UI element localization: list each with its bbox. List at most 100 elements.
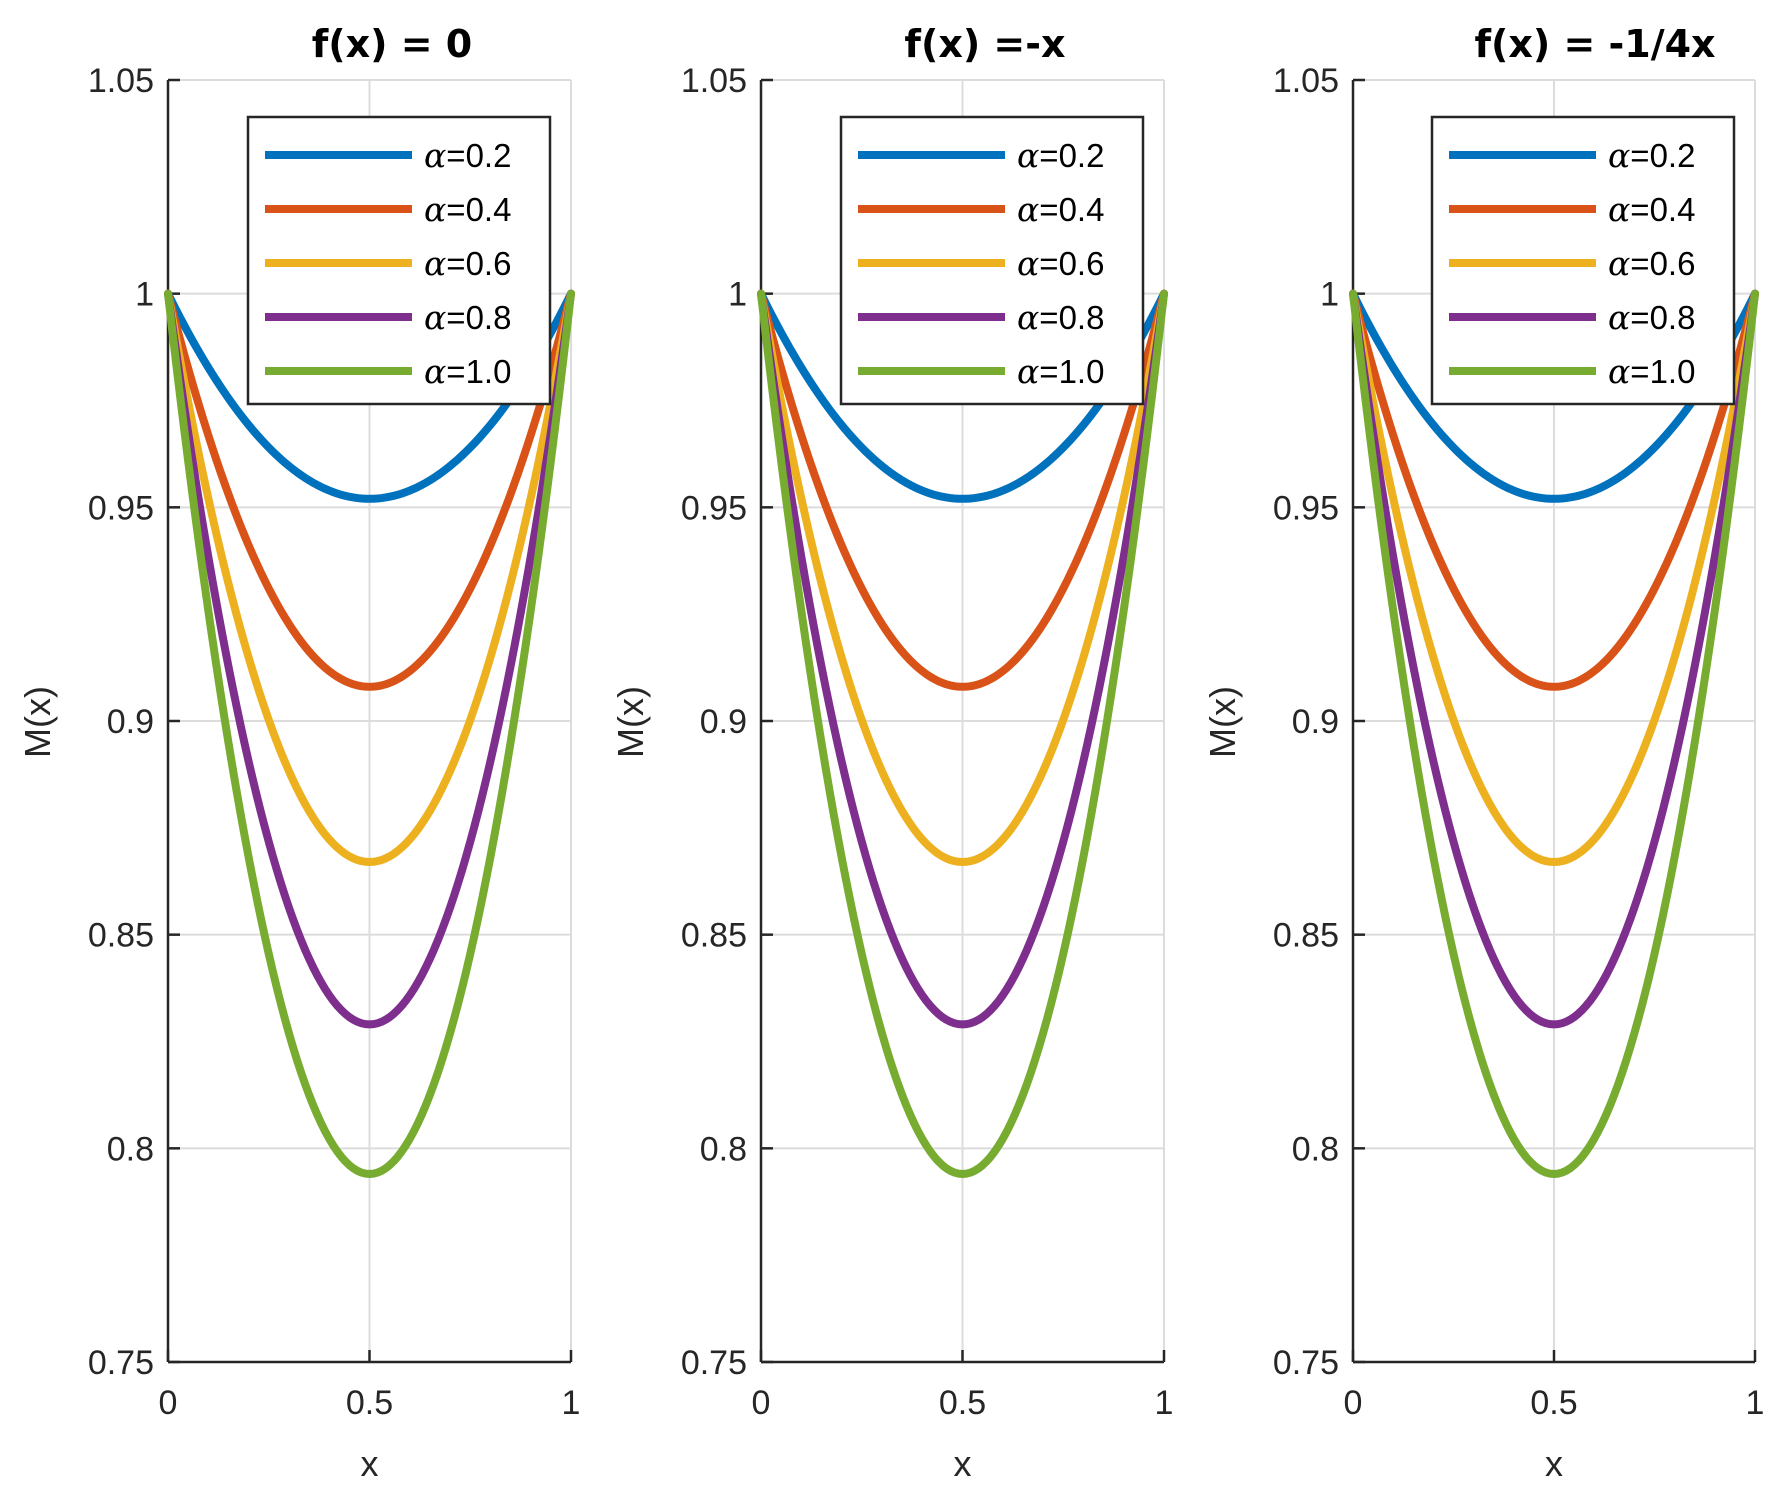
chart-title: f(x) = -1/4x <box>1474 22 1715 66</box>
series-line-2 <box>164 289 575 691</box>
legend-label-5: α=1.0 <box>424 352 511 391</box>
legend-alpha-value: =0.8 <box>446 299 511 336</box>
y-tick-label: 0.75 <box>88 1344 154 1382</box>
legend-label-4: α=0.8 <box>1017 298 1104 337</box>
legend: α=0.2α=0.4α=0.6α=0.8α=1.0 <box>1430 115 1736 406</box>
legend-alpha-value: =0.2 <box>446 137 511 174</box>
y-tick-label: 0.9 <box>700 703 747 741</box>
y-tick-label: 1.05 <box>681 62 747 100</box>
x-tick-label: 0.5 <box>939 1384 986 1422</box>
legend-alpha-value: =1.0 <box>1630 353 1695 390</box>
legend-label-1: α=0.2 <box>1017 136 1104 175</box>
y-axis-label: M(x) <box>610 686 651 758</box>
legend-alpha-value: =0.4 <box>1630 191 1695 228</box>
chart-title: f(x) = 0 <box>312 22 473 66</box>
y-axis-label: M(x) <box>17 686 58 758</box>
y-tick-label: 0.9 <box>1292 703 1339 741</box>
series-line-2 <box>757 289 1168 691</box>
legend-alpha-symbol: α <box>424 298 446 337</box>
legend-alpha-value: =0.4 <box>446 191 511 228</box>
y-tick-label: 1 <box>728 276 747 314</box>
legend-label-4: α=0.8 <box>1608 298 1695 337</box>
y-tick-label: 0.75 <box>1273 1344 1339 1382</box>
series-line-5 <box>164 289 575 1178</box>
x-tick-label: 0.5 <box>346 1384 393 1422</box>
legend-alpha-value: =0.6 <box>1630 245 1695 282</box>
legend-label-4: α=0.8 <box>424 298 511 337</box>
x-tick-label: 0.5 <box>1530 1384 1577 1422</box>
x-tick-label: 1 <box>1155 1384 1174 1422</box>
y-tick-label: 0.75 <box>681 1344 747 1382</box>
legend-alpha-value: =1.0 <box>1039 353 1104 390</box>
y-tick-label: 1.05 <box>88 62 154 100</box>
series-line-3 <box>164 289 575 867</box>
y-tick-label: 0.85 <box>88 917 154 955</box>
x-tick-label: 0 <box>752 1384 771 1422</box>
legend-alpha-symbol: α <box>1608 352 1630 391</box>
legend-alpha-symbol: α <box>1017 190 1039 229</box>
legend-label-2: α=0.4 <box>424 190 511 229</box>
y-axis-label: M(x) <box>1202 686 1243 758</box>
chart-panel-3: 0.75 0.8 0.85 0.9 0.95 1 1.05 0 0.5 1 x M(x) f(x) = … <box>1202 22 1764 1484</box>
y-tick-label: 0.95 <box>1273 489 1339 527</box>
series-line-3 <box>1349 289 1759 867</box>
legend-alpha-value: =1.0 <box>446 353 511 390</box>
legend-alpha-symbol: α <box>424 244 446 283</box>
chart-title: f(x) =-x <box>904 22 1065 66</box>
legend-alpha-symbol: α <box>1608 190 1630 229</box>
plot-area <box>164 289 575 1178</box>
series-line-4 <box>164 289 575 1029</box>
series-line-3 <box>757 289 1168 867</box>
legend: α=0.2α=0.4α=0.6α=0.8α=1.0 <box>246 115 552 406</box>
legend-label-5: α=1.0 <box>1017 352 1104 391</box>
y-tick-label: 0.85 <box>681 917 747 955</box>
y-tick-label: 0.95 <box>681 489 747 527</box>
x-tick-label: 1 <box>1746 1384 1765 1422</box>
legend-label-2: α=0.4 <box>1608 190 1695 229</box>
chart-panel-1: 0.75 0.8 0.85 0.9 0.95 1 1.05 0 0.5 1 x M(x) f(x) = … <box>17 22 580 1484</box>
y-tick-label: 0.95 <box>88 489 154 527</box>
series-line-5 <box>1349 289 1759 1178</box>
legend-alpha-symbol: α <box>1608 298 1630 337</box>
series-line-4 <box>757 289 1168 1029</box>
legend-label-3: α=0.6 <box>1608 244 1695 283</box>
legend-alpha-value: =0.2 <box>1630 137 1695 174</box>
legend-label-2: α=0.4 <box>1017 190 1104 229</box>
legend-label-1: α=0.2 <box>1608 136 1695 175</box>
x-axis-label: x <box>954 1443 972 1484</box>
legend: α=0.2α=0.4α=0.6α=0.8α=1.0 <box>839 115 1145 406</box>
legend-alpha-value: =0.6 <box>1039 245 1104 282</box>
legend-alpha-symbol: α <box>424 352 446 391</box>
chart-panel-2: 0.75 0.8 0.85 0.9 0.95 1 1.05 0 0.5 1 x M(x) f(x) =-… <box>610 22 1173 1484</box>
x-tick-label: 0 <box>159 1384 178 1422</box>
x-axis-label: x <box>1545 1443 1563 1484</box>
series-line-4 <box>1349 289 1759 1029</box>
legend-label-5: α=1.0 <box>1608 352 1695 391</box>
legend-alpha-symbol: α <box>424 190 446 229</box>
legend-alpha-symbol: α <box>1608 136 1630 175</box>
y-tick-label: 0.8 <box>700 1130 747 1168</box>
legend-alpha-value: =0.2 <box>1039 137 1104 174</box>
y-tick-label: 1.05 <box>1273 62 1339 100</box>
y-tick-label: 1 <box>135 276 154 314</box>
y-tick-label: 0.9 <box>107 703 154 741</box>
y-tick-label: 0.85 <box>1273 917 1339 955</box>
legend-label-3: α=0.6 <box>1017 244 1104 283</box>
legend-alpha-value: =0.8 <box>1039 299 1104 336</box>
legend-alpha-symbol: α <box>1017 298 1039 337</box>
series-line-1 <box>164 289 575 503</box>
legend-label-3: α=0.6 <box>424 244 511 283</box>
series-line-2 <box>1349 289 1759 691</box>
legend-alpha-value: =0.4 <box>1039 191 1104 228</box>
y-tick-label: 0.8 <box>1292 1130 1339 1168</box>
plot-area <box>1349 289 1759 1178</box>
series-line-1 <box>1349 289 1759 503</box>
x-tick-label: 1 <box>562 1384 581 1422</box>
legend-alpha-symbol: α <box>1017 352 1039 391</box>
series-line-5 <box>757 289 1168 1178</box>
x-axis-label: x <box>361 1443 379 1484</box>
legend-alpha-value: =0.6 <box>446 245 511 282</box>
legend-alpha-value: =0.8 <box>1630 299 1695 336</box>
legend-label-1: α=0.2 <box>424 136 511 175</box>
